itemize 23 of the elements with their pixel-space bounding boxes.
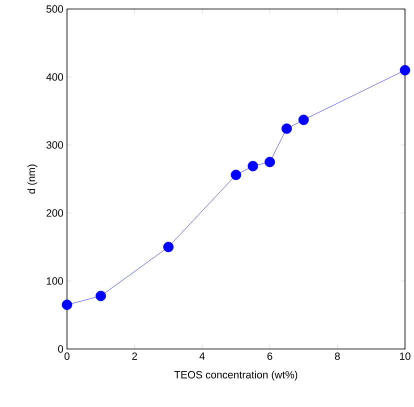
point	[400, 65, 410, 76]
y-axis-title: d (nm)	[27, 164, 38, 194]
point	[282, 123, 292, 134]
y-tick-label: 100	[46, 277, 64, 285]
x-tick-label: 4	[200, 352, 205, 360]
point	[163, 242, 174, 252]
x-tick-label: 10	[400, 352, 410, 360]
x-axis-title: TEOS concentration (wt%)	[174, 370, 298, 381]
point	[62, 300, 72, 310]
y-tick-label: 200	[46, 209, 64, 217]
y-tick-label: 500	[46, 5, 64, 13]
point	[248, 160, 258, 172]
x-tick-label: 8	[334, 352, 340, 360]
x-tick-label: 6	[267, 352, 272, 360]
y-tick-label: 0	[58, 345, 64, 353]
point	[96, 290, 106, 302]
x-tick-label: 2	[132, 352, 137, 360]
y-tick-label: 400	[46, 73, 64, 81]
point	[298, 114, 309, 126]
point	[230, 170, 242, 180]
y-tick-label: 300	[46, 141, 64, 149]
point	[264, 156, 276, 168]
x-tick-label: 0	[64, 352, 70, 360]
